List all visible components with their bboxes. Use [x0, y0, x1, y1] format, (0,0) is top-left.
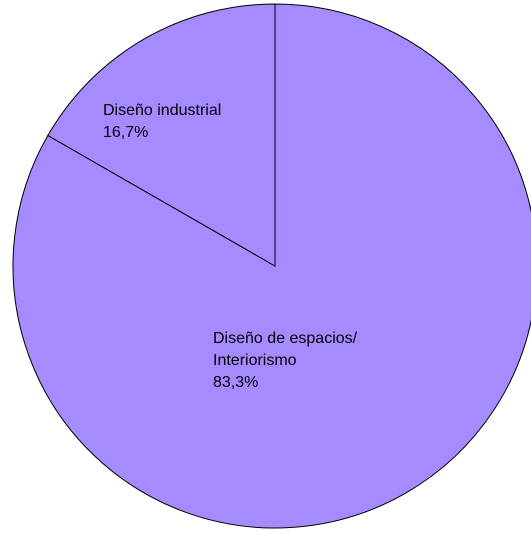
pie-slice-label-1: Diseño industrial 16,7% [103, 102, 221, 141]
pie-slice-category-0: Interiorismo [213, 352, 297, 369]
pie-slice-0 [12, 3, 531, 529]
pie-slice-percent-0: 83,3% [213, 374, 258, 391]
pie-slice-percent-1: 16,7% [103, 124, 148, 141]
pie-slice-1 [47, 3, 276, 267]
pie-slice-category-1: Diseño industrial [103, 102, 221, 119]
pie-slice-category-0: Diseño de espacios/ [213, 330, 358, 347]
pie-slice-label-0: Diseño de espacios/Interiorismo 83,3% [213, 330, 358, 391]
